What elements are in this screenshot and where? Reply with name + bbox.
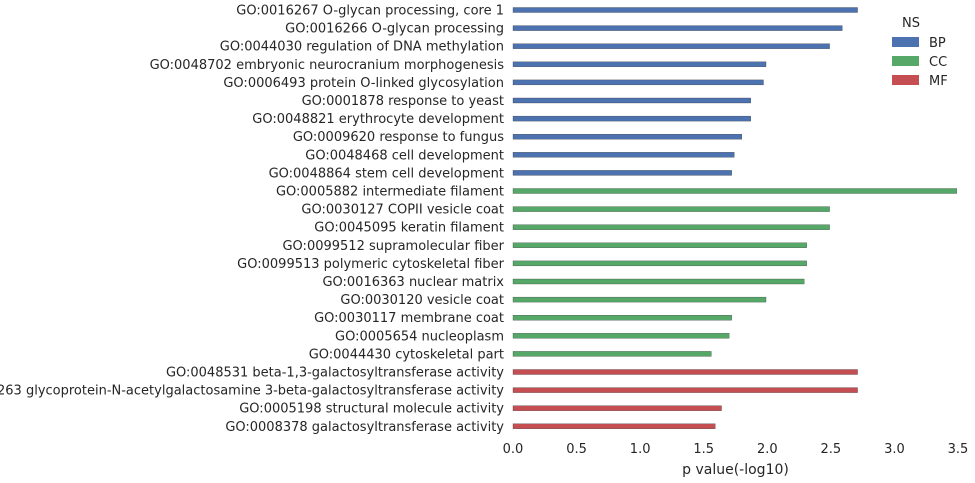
x-axis-ticks-group: 0.0 0.5 1.0 1.5 2.0 2.5 3.0 3.5 [503, 442, 969, 457]
legend-title: NS [902, 16, 920, 31]
category-label: GO:0009620 response to fungus [293, 130, 504, 145]
bar-bp [512, 170, 732, 176]
bar-bp [512, 97, 751, 104]
category-label: GO:0099512 supramolecular fiber [282, 239, 504, 254]
legend-swatch-mf [892, 75, 919, 85]
bar-mf [512, 405, 722, 411]
legend-label-mf: MF [929, 74, 948, 89]
bars-group [512, 7, 957, 429]
bar-cc [512, 278, 805, 285]
category-label: GO:0030117 membrane coat [314, 311, 504, 326]
category-label: GO:0001878 response to yeast [302, 94, 504, 109]
bar-cc [512, 224, 830, 230]
category-label: GO:0048702 embryonic neurocranium morpho… [150, 58, 505, 73]
category-label: GO:0016267 O-glycan processing, core 1 [236, 4, 504, 19]
category-label: GO:0016363 nuclear matrix [322, 275, 504, 290]
category-label: GO:0044030 regulation of DNA methylation [220, 40, 504, 55]
legend: NS BP CC MF [892, 16, 948, 89]
legend-swatch-bp [892, 37, 919, 47]
category-label: GO:0016266 O-glycan processing [285, 22, 504, 37]
x-axis-title: p value(-log10) [682, 462, 789, 478]
bar-mf [512, 423, 716, 429]
category-label: GO:0005198 structural molecule activity [239, 402, 504, 417]
legend-label-bp: BP [929, 36, 946, 51]
category-label: GO:0030127 COPII vesicle coat [301, 203, 504, 218]
legend-swatch-cc [892, 56, 919, 66]
x-tick-label: 2.0 [757, 442, 778, 457]
x-tick-label: 3.0 [884, 442, 905, 457]
bar-cc [512, 296, 767, 303]
bar-bp [512, 43, 830, 49]
bar-cc [512, 188, 957, 194]
bar-cc [512, 260, 807, 267]
bar-bp [512, 61, 767, 67]
category-labels-group: GO:0016267 O-glycan processing, core 1 GO… [0, 4, 505, 435]
category-label: GO:0048468 cell development [305, 148, 504, 163]
category-label: GO:0016263 glycoprotein-N-acetylgalactos… [0, 384, 504, 399]
x-tick-label: 0.5 [566, 442, 587, 457]
x-tick-label: 1.5 [693, 442, 714, 457]
category-label: GO:0030120 vesicle coat [340, 293, 504, 308]
x-tick-label: 0.0 [503, 442, 524, 457]
category-label: GO:0048821 erythrocyte development [252, 112, 504, 127]
bar-bp [512, 79, 764, 86]
bar-bp [512, 134, 743, 140]
bar-cc [512, 315, 732, 321]
bar-cc [512, 351, 712, 357]
bar-bp [512, 25, 843, 31]
bar-bp [512, 152, 735, 158]
legend-label-cc: CC [929, 55, 947, 70]
category-label: GO:0006493 protein O-linked glycosylatio… [223, 76, 504, 91]
category-label: GO:0044430 cytoskeletal part [309, 347, 504, 362]
category-label: GO:0099513 polymeric cytoskeletal fiber [237, 257, 504, 272]
bar-cc [512, 206, 830, 212]
bar-cc [512, 242, 807, 248]
bar-bp [512, 115, 751, 122]
x-tick-label: 3.5 [948, 442, 969, 457]
category-label: GO:0048531 beta-1,3-galactosyltransferas… [166, 366, 504, 381]
category-label: GO:0048864 stem cell development [269, 166, 504, 181]
x-tick-label: 2.5 [821, 442, 842, 457]
bar-bp [512, 7, 858, 13]
category-label: GO:0005882 intermediate filament [276, 185, 504, 200]
bar-mf [512, 369, 858, 375]
bar-mf [512, 387, 858, 393]
category-label: GO:0005654 nucleoplasm [335, 329, 504, 344]
bar-cc [512, 333, 730, 339]
category-label: GO:0008378 galactosyltransferase activit… [225, 420, 504, 435]
category-label: GO:0045095 keratin filament [314, 221, 504, 236]
x-tick-label: 1.0 [630, 442, 651, 457]
